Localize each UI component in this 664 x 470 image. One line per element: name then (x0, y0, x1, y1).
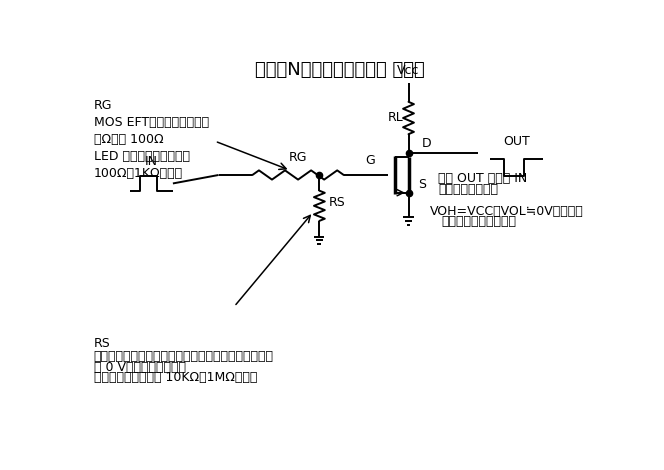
Text: RS: RS (329, 196, 345, 209)
Text: D: D (422, 137, 432, 149)
Text: OUT: OUT (503, 135, 530, 148)
Text: G: G (365, 154, 375, 167)
Text: RG
MOS EFTの動作安定用抵抗
数Ω～数 100Ω
LED の点滅程度であれば
100Ω～1KΩにする: RG MOS EFTの動作安定用抵抗 数Ω～数 100Ω LED の点滅程度であ… (94, 99, 209, 180)
Text: 出力 OUT は入力 IN: 出力 OUT は入力 IN (438, 172, 527, 185)
Text: 図２　Nチャンネルの駆動 基本形: 図２ Nチャンネルの駆動 基本形 (256, 61, 425, 79)
Text: に対して反転する: に対して反転する (438, 183, 498, 196)
Text: 低速スイッチの場合 10KΩ～1MΩにする: 低速スイッチの場合 10KΩ～1MΩにする (94, 371, 257, 384)
Text: を 0 Vにするための抵抗: を 0 Vにするための抵抗 (94, 360, 186, 374)
Text: Vcc: Vcc (397, 64, 420, 77)
Text: S: S (418, 178, 426, 191)
Text: RG: RG (289, 151, 307, 164)
Text: IN: IN (145, 155, 158, 168)
Text: VOH=VCC、VOL≒0Vにできる: VOH=VCC、VOL≒0Vにできる (430, 204, 584, 218)
Text: RL: RL (388, 111, 404, 125)
Text: RS: RS (94, 337, 111, 351)
Text: 入力信号がオープンになった場合にゲート・ソース間: 入力信号がオープンになった場合にゲート・ソース間 (94, 350, 274, 363)
Text: （レベルシフト動作）: （レベルシフト動作） (442, 215, 517, 228)
